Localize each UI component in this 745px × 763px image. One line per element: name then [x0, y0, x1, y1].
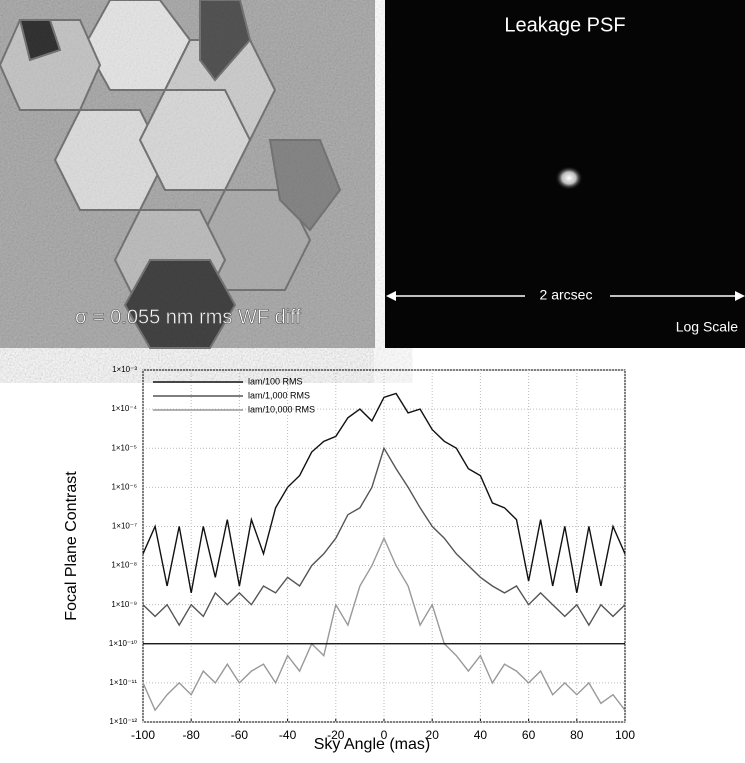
x-axis-label: Sky Angle (mas)	[314, 736, 430, 753]
y-tick-label: 1×10⁻¹²	[109, 717, 137, 726]
series-line	[142, 392, 626, 594]
legend-label: lam/1,000 RMS	[248, 390, 310, 400]
series-line	[142, 446, 626, 627]
y-tick-label: 1×10⁻¹¹	[109, 678, 137, 687]
y-axis-label: Focal Plane Contrast	[63, 471, 80, 621]
x-tick-label: -20	[327, 728, 345, 742]
y-tick-label: 1×10⁻⁵	[111, 443, 137, 452]
y-tick-label: 1×10⁻¹⁰	[109, 639, 137, 648]
wavefront-panel: σ = 0.055 nm rms WF diff	[0, 0, 375, 349]
series-line	[142, 536, 626, 712]
y-tick-label: 1×10⁻⁸	[111, 561, 137, 570]
psf-panel: Leakage PSF 2 arcsec Log Scale	[385, 0, 745, 348]
x-tick-label: -60	[231, 728, 249, 742]
x-tick-label: 100	[615, 728, 635, 742]
psf-title: Leakage PSF	[504, 14, 625, 36]
y-tick-label: 1×10⁻⁶	[111, 482, 137, 491]
y-tick-label: 1×10⁻⁴	[111, 404, 137, 413]
legend-label: lam/100 RMS	[248, 376, 303, 386]
y-tick-label: 1×10⁻⁹	[111, 600, 137, 609]
x-tick-label: 40	[474, 728, 488, 742]
chart: Sky Angle (mas) Focal Plane Contrast 1×1…	[63, 365, 635, 753]
x-tick-label: 60	[522, 728, 536, 742]
scale-bar-label: 2 arcsec	[540, 287, 593, 303]
y-tick-label: 1×10⁻³	[112, 365, 137, 374]
x-tick-label: 20	[426, 728, 440, 742]
legend-label: lam/10,000 RMS	[248, 404, 315, 414]
y-tick-label: 1×10⁻⁷	[112, 522, 137, 531]
x-tick-label: -40	[279, 728, 297, 742]
wavefront-label: σ = 0.055 nm rms WF diff	[75, 306, 301, 328]
x-tick-label: 0	[381, 728, 388, 742]
plot-frame	[142, 369, 626, 723]
x-tick-label: 80	[570, 728, 584, 742]
x-tick-label: -80	[183, 728, 201, 742]
x-tick-label: -100	[131, 728, 155, 742]
scale-note: Log Scale	[676, 319, 738, 335]
